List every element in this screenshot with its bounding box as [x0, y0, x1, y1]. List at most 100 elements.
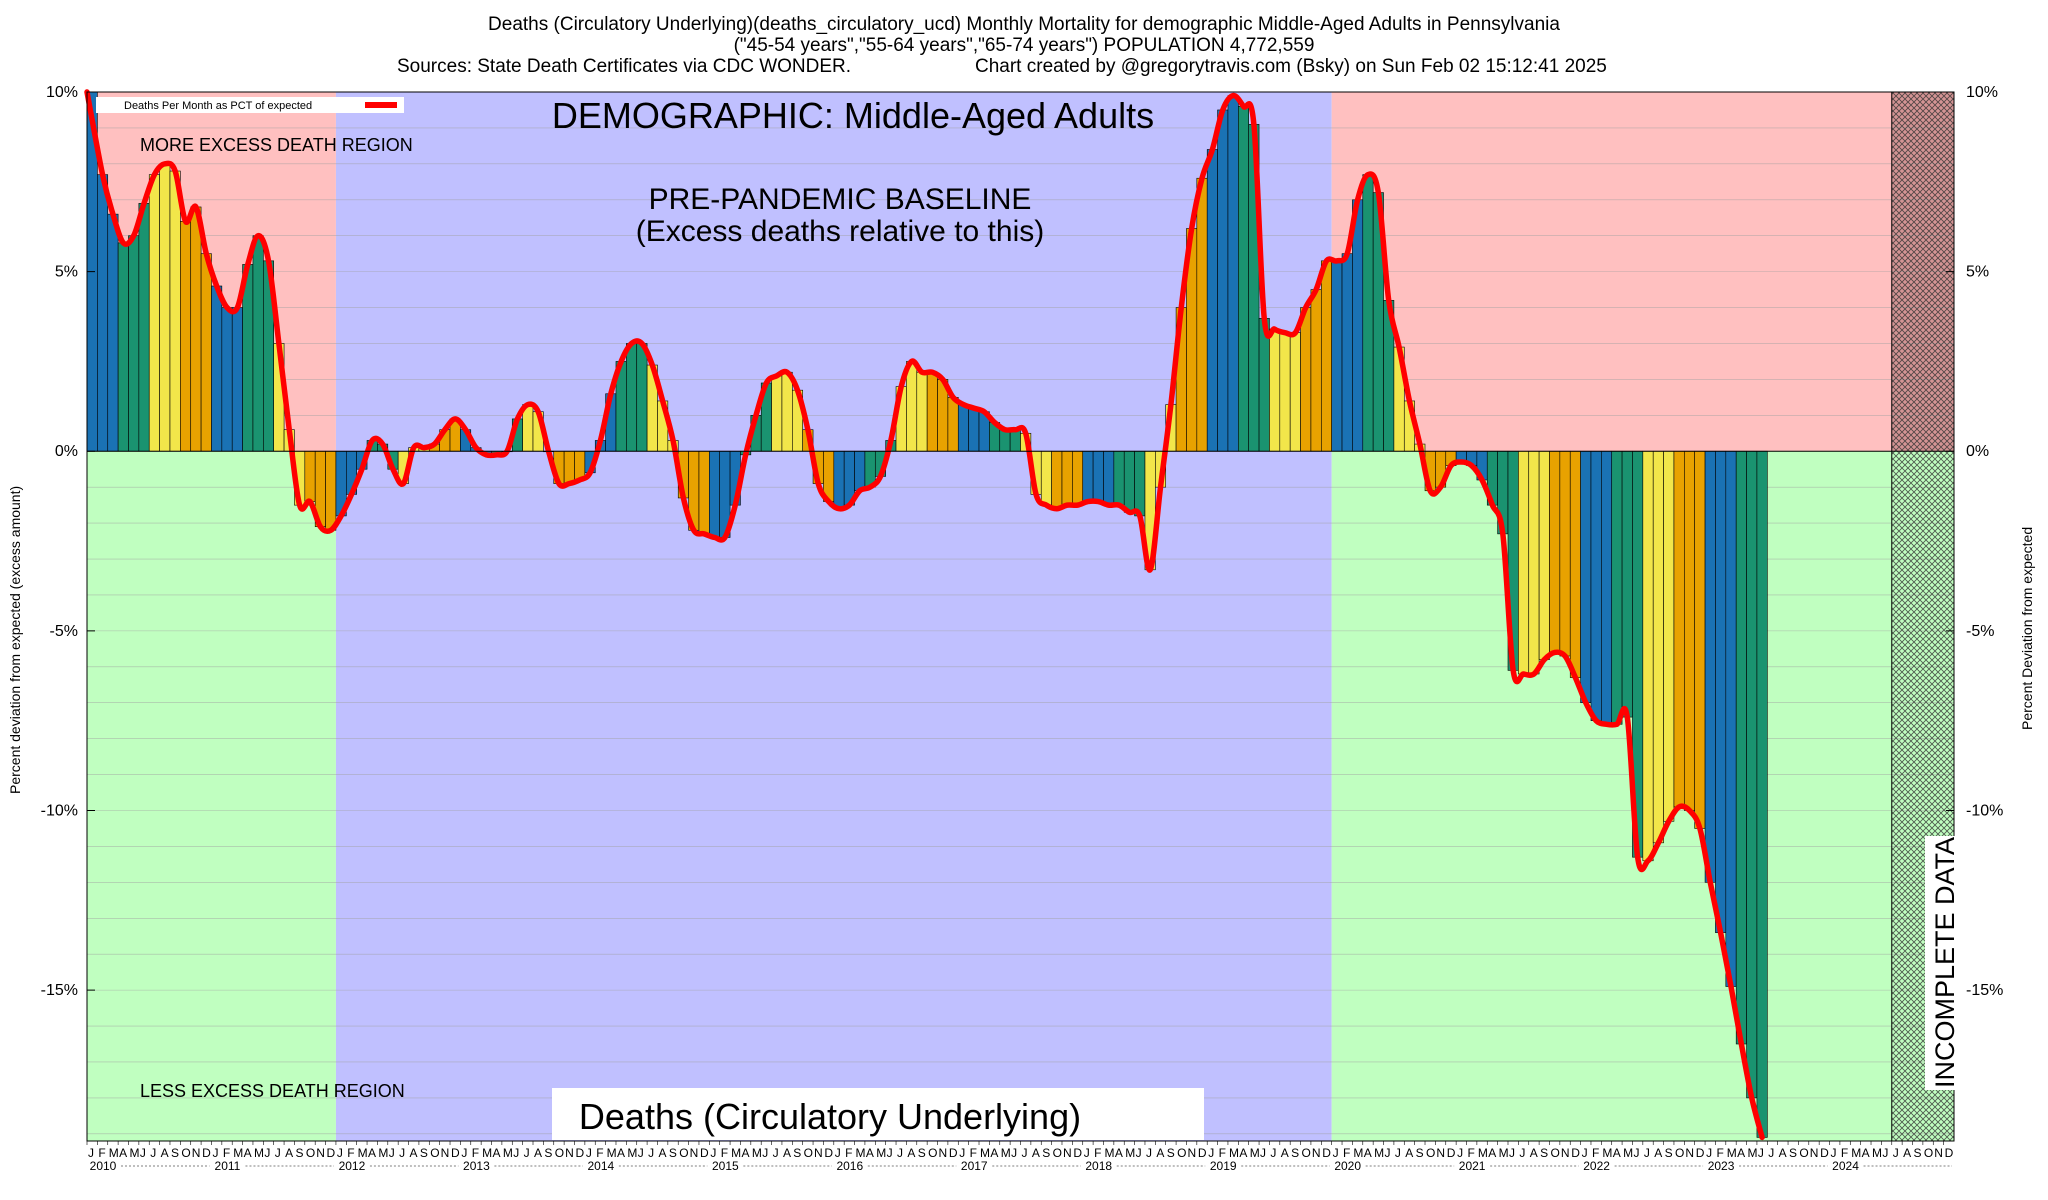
y-tick-label-left: 5%	[55, 264, 78, 281]
x-month-label: J	[1395, 1146, 1401, 1160]
x-year-label: 2019	[1210, 1159, 1237, 1173]
x-month-label: J	[1706, 1146, 1712, 1160]
x-month-label: O	[430, 1146, 439, 1160]
chart-credit: Chart created by @gregorytravis.com (Bsk…	[975, 56, 1607, 77]
x-month-label: J	[212, 1146, 218, 1160]
bar	[1134, 450, 1146, 517]
x-month-label: A	[1613, 1146, 1621, 1160]
incomplete-label: INCOMPLETE DATA	[1930, 837, 1960, 1088]
x-month-label: S	[420, 1146, 428, 1160]
x-month-label: N	[1810, 1146, 1819, 1160]
x-month-label: M	[1353, 1146, 1363, 1160]
bar	[636, 343, 648, 452]
y-tick-label-right: -15%	[1966, 982, 2003, 999]
bar	[1704, 450, 1716, 883]
bar	[1227, 95, 1239, 452]
bottom-label: Deaths (Circulatory Underlying)	[579, 1096, 1081, 1137]
bar	[1673, 450, 1685, 808]
x-month-label: A	[1239, 1146, 1247, 1160]
bar	[1300, 307, 1312, 452]
x-year-label: 2023	[1708, 1159, 1735, 1173]
x-month-label: D	[1198, 1146, 1207, 1160]
x-month-label: M	[109, 1146, 119, 1160]
bar	[1269, 328, 1281, 452]
x-month-label: F	[845, 1146, 852, 1160]
bar	[1663, 450, 1675, 822]
bar	[999, 429, 1011, 452]
x-month-label: N	[316, 1146, 325, 1160]
bar	[781, 371, 793, 452]
x-month-label: S	[1540, 1146, 1548, 1160]
deviation-line	[84, 89, 1765, 1141]
x-month-label: N	[192, 1146, 201, 1160]
x-month-label: M	[627, 1146, 637, 1160]
bar	[252, 235, 264, 452]
bar	[1331, 260, 1343, 452]
x-month-label: J	[1831, 1146, 1837, 1160]
x-month-label: N	[1312, 1146, 1321, 1160]
x-month-label: J	[1385, 1146, 1391, 1160]
bar	[698, 450, 710, 535]
x-month-label: J	[1633, 1146, 1639, 1160]
x-month-label: A	[368, 1146, 376, 1160]
x-month-label: D	[700, 1146, 709, 1160]
region-less-excess-left	[87, 451, 336, 1141]
x-month-label: A	[493, 1146, 501, 1160]
x-month-label: A	[1654, 1146, 1662, 1160]
bar	[117, 242, 129, 452]
x-month-label: J	[1644, 1146, 1650, 1160]
x-month-label: F	[1716, 1146, 1723, 1160]
x-month-label: M	[1623, 1146, 1633, 1160]
x-month-label: A	[119, 1146, 127, 1160]
bar	[180, 221, 192, 452]
x-month-label: O	[1177, 1146, 1186, 1160]
x-month-label: A	[1530, 1146, 1538, 1160]
x-month-label: S	[1042, 1146, 1050, 1160]
x-month-label: A	[617, 1146, 625, 1160]
y-tick-label-left: 0%	[55, 443, 78, 460]
x-month-label: J	[897, 1146, 903, 1160]
x-year-label: 2010	[90, 1159, 117, 1173]
x-month-label: M	[358, 1146, 368, 1160]
x-month-label: D	[1696, 1146, 1705, 1160]
x-month-label: D	[202, 1146, 211, 1160]
x-month-label: A	[1903, 1146, 1911, 1160]
x-month-label: M	[1229, 1146, 1239, 1160]
x-month-label: M	[1748, 1146, 1758, 1160]
x-month-label: A	[534, 1146, 542, 1160]
bar	[1352, 199, 1364, 452]
x-month-label: M	[1478, 1146, 1488, 1160]
bar	[1238, 106, 1249, 452]
bar	[200, 253, 212, 452]
x-year-label: 2020	[1334, 1159, 1361, 1173]
baseline-label-line1: PRE-PANDEMIC BASELINE	[649, 183, 1032, 216]
x-month-label: D	[949, 1146, 958, 1160]
x-month-label: A	[1156, 1146, 1164, 1160]
y-tick-label-right: 0%	[1966, 443, 1989, 460]
x-month-label: J	[140, 1146, 146, 1160]
bar	[1725, 450, 1737, 987]
x-month-label: A	[907, 1146, 915, 1160]
bar	[1310, 289, 1322, 452]
incomplete-label-group: INCOMPLETE DATA	[1925, 836, 1961, 1090]
x-month-label: S	[544, 1146, 552, 1160]
chart-title-line2: ("45-54 years","55-64 years","65-74 year…	[734, 35, 1315, 56]
x-month-label: F	[1592, 1146, 1599, 1160]
x-month-label: O	[679, 1146, 688, 1160]
bar	[1715, 450, 1727, 933]
x-month-label: S	[1167, 1146, 1175, 1160]
bar	[1320, 260, 1332, 452]
bar	[563, 450, 575, 484]
legend-label: Deaths Per Month as PCT of expected	[124, 100, 312, 112]
x-month-label: O	[555, 1146, 564, 1160]
x-month-label: J	[1519, 1146, 1525, 1160]
y-axis-label-right: Percent Deviation from expected	[2019, 527, 2035, 730]
x-month-label: J	[1022, 1146, 1028, 1160]
baseline-label-line2: (Excess deaths relative to this)	[636, 215, 1045, 248]
x-month-label: J	[710, 1146, 716, 1160]
bar	[1040, 450, 1052, 506]
x-month-label: D	[824, 1146, 833, 1160]
x-month-label: O	[1675, 1146, 1684, 1160]
less-excess-region-label: LESS EXCESS DEATH REGION	[140, 1081, 405, 1101]
